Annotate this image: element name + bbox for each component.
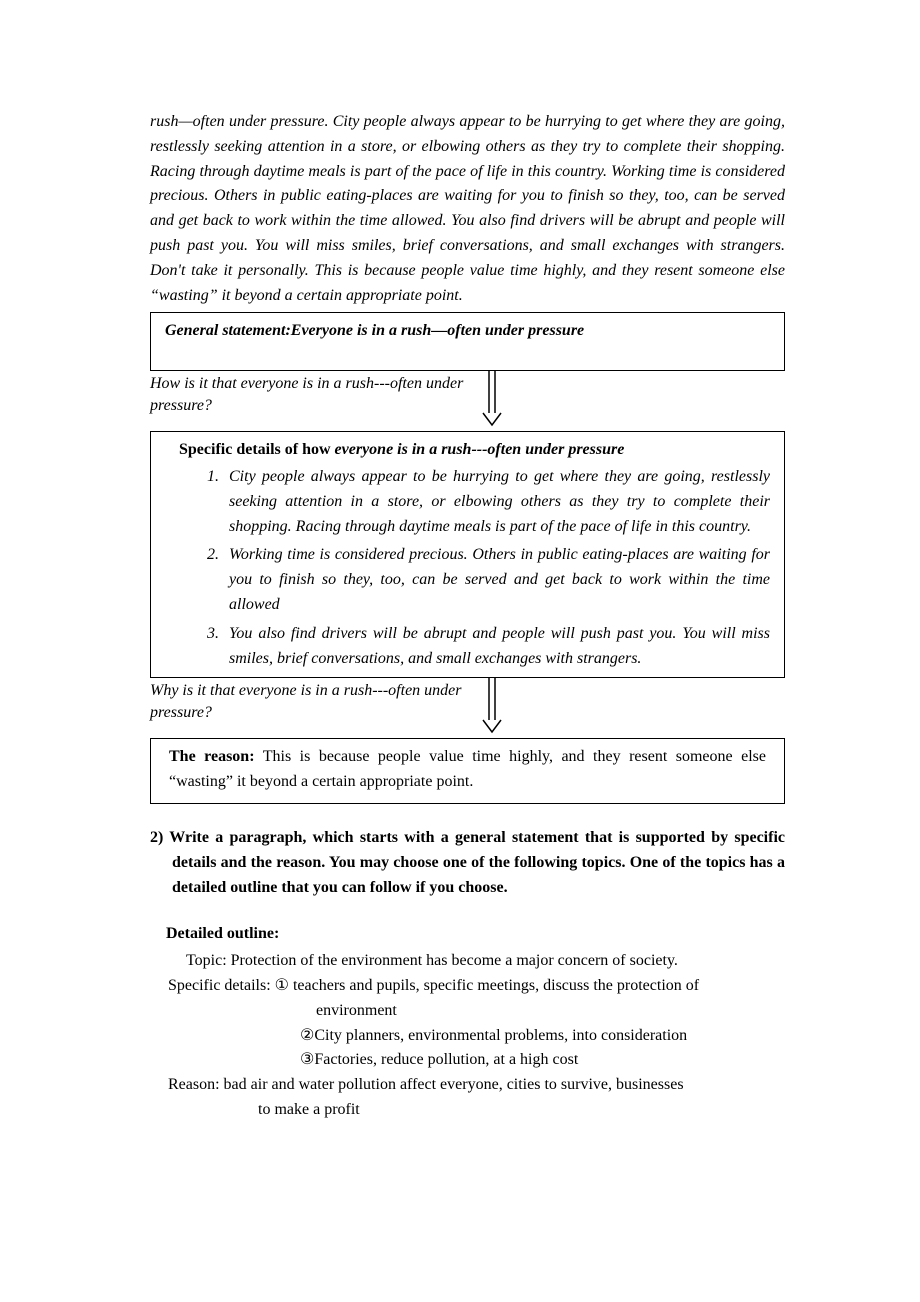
outline-details-cont3: ③Factories, reduce pollution, at a high … — [150, 1048, 785, 1073]
task-2: 2) Write a paragraph, which starts with … — [150, 826, 785, 900]
detailed-outline: Detailed outline: Topic: Protection of t… — [150, 922, 785, 1122]
task-2-text: 2) Write a paragraph, which starts with … — [150, 826, 785, 900]
reason-box: The reason: This is because people value… — [150, 738, 785, 804]
arrow-row-2: Why is it that everyone is in a rush---o… — [150, 678, 785, 734]
sd-item-1: City people always appear to be hurrying… — [223, 465, 770, 539]
down-arrow-icon — [480, 678, 504, 734]
question-why: Why is it that everyone is in a rush---o… — [150, 678, 480, 734]
sd-item-3: You also find drivers will be abrupt and… — [223, 622, 770, 672]
question-how: How is it that everyone is in a rush---o… — [150, 371, 480, 427]
outline-details-cont1: environment — [150, 999, 785, 1024]
arrow-row-1: How is it that everyone is in a rush---o… — [150, 371, 785, 427]
outline-details-lead: Specific details: ① teachers and pupils,… — [150, 974, 785, 999]
sd-item-2: Working time is considered precious. Oth… — [223, 543, 770, 617]
reason-text: This is because people value time highly… — [169, 748, 766, 790]
specific-details-list: City people always appear to be hurrying… — [165, 465, 770, 671]
reason-label: The reason: — [169, 748, 255, 765]
down-arrow-icon — [480, 371, 504, 427]
outline-reason-cont: to make a profit — [150, 1098, 785, 1123]
intro-paragraph: rush—often under pressure. City people a… — [150, 110, 785, 308]
general-statement-text: Everyone is in a rush—often under pressu… — [291, 322, 584, 339]
specific-details-box: Specific details of how everyone is in a… — [150, 431, 785, 678]
outline-heading: Detailed outline: — [150, 922, 785, 947]
general-statement-label: General statement: — [165, 322, 291, 339]
sd-heading-ital: everyone is in a rush---often under pres… — [335, 441, 625, 458]
outline-details-cont2: ②City planners, environmental problems, … — [150, 1024, 785, 1049]
outline-topic: Topic: Protection of the environment has… — [150, 949, 785, 974]
general-statement-box: General statement:Everyone is in a rush—… — [150, 312, 785, 371]
specific-details-heading: Specific details of how everyone is in a… — [165, 438, 770, 463]
sd-heading-plain: Specific details of how — [179, 441, 335, 458]
outline-reason-lead: Reason: bad air and water pollution affe… — [150, 1073, 785, 1098]
